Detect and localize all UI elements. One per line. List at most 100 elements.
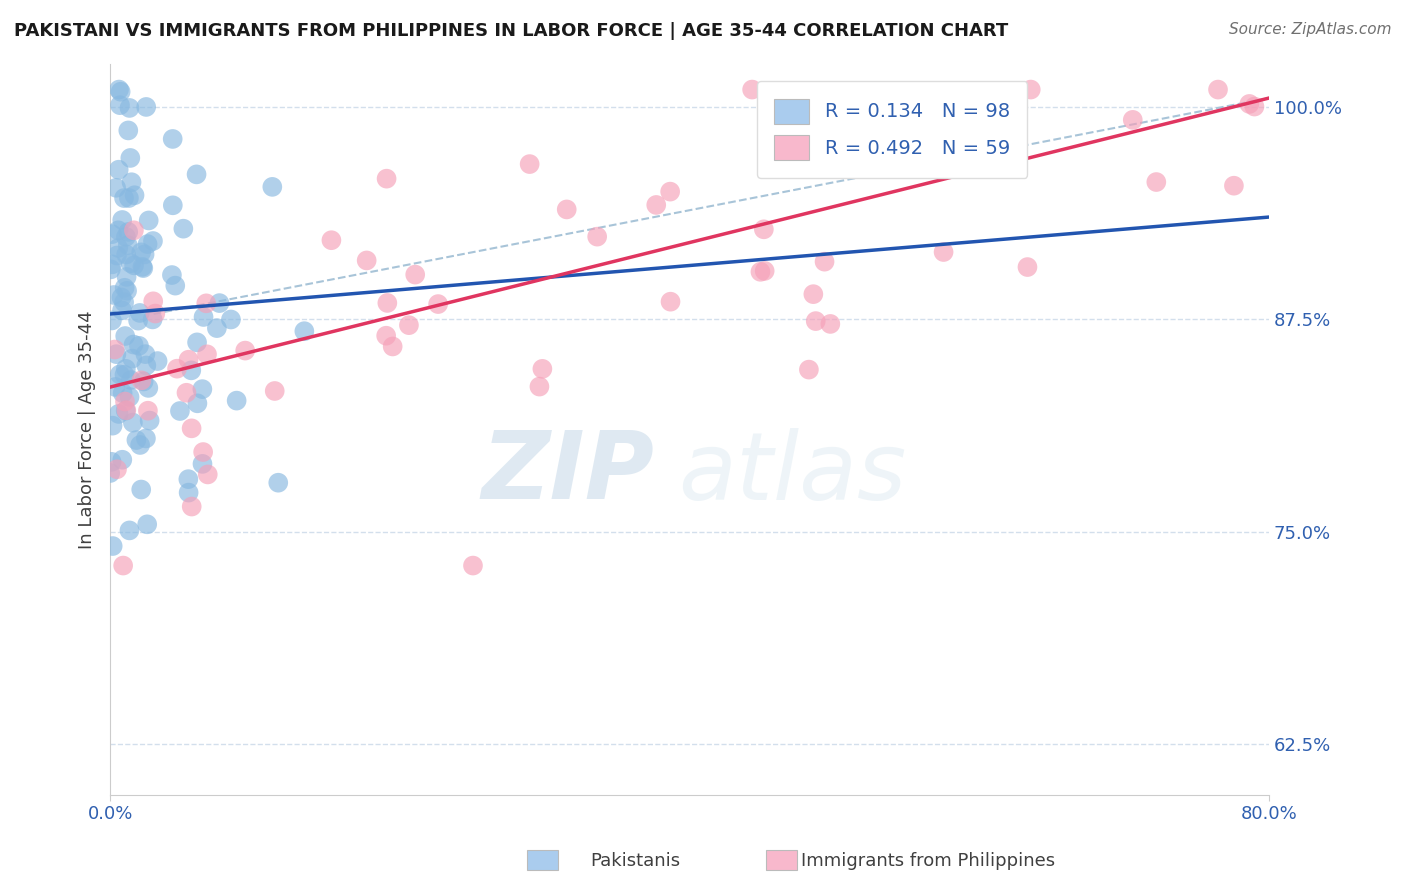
Point <box>195 347 218 361</box>
Point <box>105 347 128 361</box>
Point <box>797 362 820 376</box>
Point <box>659 294 682 309</box>
Point <box>118 390 141 404</box>
Point <box>741 82 763 96</box>
Point <box>114 403 136 417</box>
Point <box>127 313 149 327</box>
Point <box>375 171 398 186</box>
Point <box>1239 97 1261 112</box>
Point <box>101 313 124 327</box>
Point <box>108 368 131 382</box>
Point <box>142 294 165 309</box>
Point <box>100 262 122 277</box>
Point <box>555 202 578 217</box>
Point <box>186 396 208 410</box>
Point <box>115 247 138 261</box>
Point <box>754 264 776 278</box>
Point <box>136 381 159 395</box>
Point <box>932 245 955 260</box>
Point <box>121 351 143 366</box>
Point <box>101 418 124 433</box>
Point <box>120 151 142 165</box>
Point <box>115 361 138 376</box>
Point <box>143 307 166 321</box>
Point <box>114 281 136 295</box>
Point <box>107 223 129 237</box>
Point <box>180 500 202 514</box>
Point <box>586 229 609 244</box>
Point <box>122 258 145 272</box>
Point <box>321 233 343 247</box>
Point <box>101 227 124 241</box>
Point <box>136 237 159 252</box>
Point <box>176 385 198 400</box>
Legend: R = 0.134   N = 98, R = 0.492   N = 59: R = 0.134 N = 98, R = 0.492 N = 59 <box>756 81 1028 178</box>
Point <box>105 181 128 195</box>
Point <box>115 269 138 284</box>
Point <box>142 312 165 326</box>
Point <box>128 306 150 320</box>
Point <box>1206 82 1229 96</box>
Point <box>262 179 284 194</box>
Point <box>112 191 135 205</box>
Point <box>108 82 131 96</box>
Point <box>529 379 551 393</box>
Point <box>267 475 290 490</box>
Point <box>205 321 228 335</box>
Point <box>108 98 131 112</box>
Point <box>398 318 420 333</box>
Point <box>129 483 152 497</box>
Point <box>115 284 138 298</box>
Point <box>225 393 247 408</box>
Point <box>117 238 139 252</box>
Point <box>404 268 426 282</box>
Point <box>186 335 208 350</box>
Point <box>129 245 152 260</box>
Point <box>749 265 772 279</box>
Point <box>1122 112 1144 127</box>
Point <box>177 485 200 500</box>
Point <box>180 363 202 377</box>
Point <box>111 452 134 467</box>
Point <box>427 297 450 311</box>
Text: Immigrants from Philippines: Immigrants from Philippines <box>801 852 1056 870</box>
Point <box>197 467 219 482</box>
Text: PAKISTANI VS IMMIGRANTS FROM PHILIPPINES IN LABOR FORCE | AGE 35-44 CORRELATION : PAKISTANI VS IMMIGRANTS FROM PHILIPPINES… <box>14 22 1008 40</box>
Point <box>135 100 157 114</box>
Point <box>105 462 128 476</box>
Point <box>122 337 145 351</box>
Point <box>98 466 121 480</box>
Point <box>136 517 159 532</box>
Point <box>834 131 856 145</box>
Point <box>117 225 139 239</box>
Point <box>110 85 132 99</box>
Point <box>112 295 135 310</box>
Point <box>101 257 124 271</box>
Point <box>120 373 142 387</box>
Text: Pakistanis: Pakistanis <box>591 852 681 870</box>
Text: Source: ZipAtlas.com: Source: ZipAtlas.com <box>1229 22 1392 37</box>
Point <box>134 347 156 361</box>
Point <box>356 253 378 268</box>
Point <box>177 352 200 367</box>
Point <box>162 198 184 212</box>
Point <box>191 445 214 459</box>
Point <box>461 558 484 573</box>
Point <box>131 260 153 274</box>
Point <box>122 416 145 430</box>
Point <box>110 290 132 304</box>
Point <box>773 154 796 169</box>
Point <box>801 287 824 301</box>
Point <box>125 433 148 447</box>
Point <box>160 268 183 282</box>
Point <box>375 328 398 343</box>
Point <box>180 421 202 435</box>
Point <box>129 438 152 452</box>
Point <box>162 132 184 146</box>
Point <box>138 413 160 427</box>
Point <box>1019 82 1042 96</box>
Point <box>117 123 139 137</box>
Point <box>195 296 218 310</box>
Point <box>645 198 668 212</box>
Point <box>128 339 150 353</box>
